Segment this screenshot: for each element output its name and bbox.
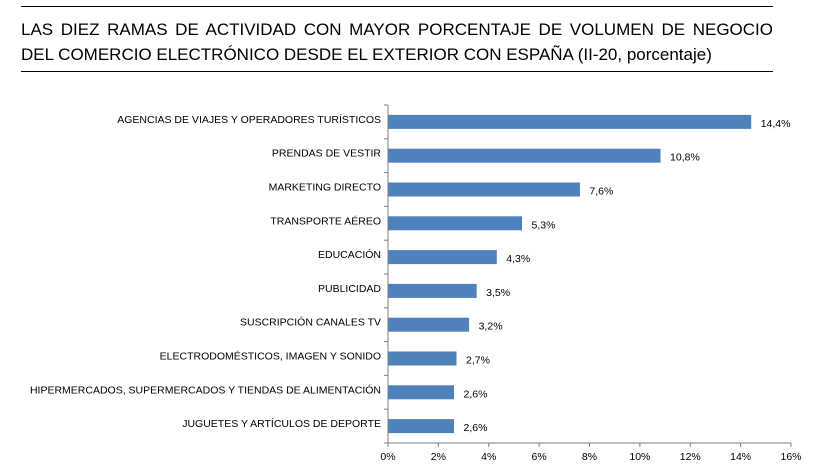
chart-title: LAS DIEZ RAMAS DE ACTIVIDAD CON MAYOR PO… xyxy=(21,6,773,72)
title-line-2: DEL COMERCIO ELECTRÓNICO DESDE EL EXTERI… xyxy=(21,45,712,64)
bar xyxy=(388,182,580,197)
category-label: SUSCRIPCIÓN CANALES TV xyxy=(240,316,381,329)
x-tick-label: 16% xyxy=(780,451,801,463)
x-tick-label: 14% xyxy=(730,451,751,463)
bar xyxy=(388,385,454,400)
value-label: 2,6% xyxy=(463,422,487,434)
value-label: 2,7% xyxy=(466,355,490,367)
category-label: HIPERMERCADOS, SUPERMERCADOS Y TIENDAS D… xyxy=(30,383,381,396)
category-label: PUBLICIDAD xyxy=(318,283,381,295)
bar xyxy=(388,419,454,434)
category-label: PRENDAS DE VESTIR xyxy=(272,148,382,160)
x-tick-label: 8% xyxy=(582,451,597,463)
title-line-1: LAS DIEZ RAMAS DE ACTIVIDAD CON MAYOR PO… xyxy=(21,20,773,39)
bar xyxy=(388,216,522,231)
category-label: EDUCACIÓN xyxy=(318,248,381,261)
bar xyxy=(388,114,752,129)
bar xyxy=(388,250,497,265)
category-label: ELECTRODOMÉSTICOS, IMAGEN Y SONIDO xyxy=(160,350,381,363)
value-label: 3,5% xyxy=(486,287,510,299)
x-tick-label: 6% xyxy=(532,451,547,463)
value-label: 7,6% xyxy=(589,186,613,198)
bar xyxy=(388,148,661,163)
bar xyxy=(388,283,477,298)
bar xyxy=(388,317,470,332)
bar xyxy=(388,351,457,366)
value-label: 10,8% xyxy=(670,152,700,164)
x-tick-label: 0% xyxy=(380,451,395,463)
value-label: 2,6% xyxy=(463,388,487,400)
value-label: 4,3% xyxy=(506,253,530,265)
x-tick-label: 2% xyxy=(431,451,446,463)
value-label: 5,3% xyxy=(531,219,555,231)
x-tick-label: 10% xyxy=(629,451,650,463)
x-tick-label: 12% xyxy=(680,451,701,463)
value-label: 14,4% xyxy=(761,118,791,130)
value-label: 3,2% xyxy=(479,321,503,333)
category-label: JUGUETES Y ARTÍCULOS DE DEPORTE xyxy=(182,417,381,430)
x-tick-label: 4% xyxy=(481,451,496,463)
category-label: MARKETING DIRECTO xyxy=(269,182,381,194)
category-label: TRANSPORTE AÉREO xyxy=(270,214,381,227)
category-label: AGENCIAS DE VIAJES Y OPERADORES TURÍSTIC… xyxy=(117,113,381,126)
